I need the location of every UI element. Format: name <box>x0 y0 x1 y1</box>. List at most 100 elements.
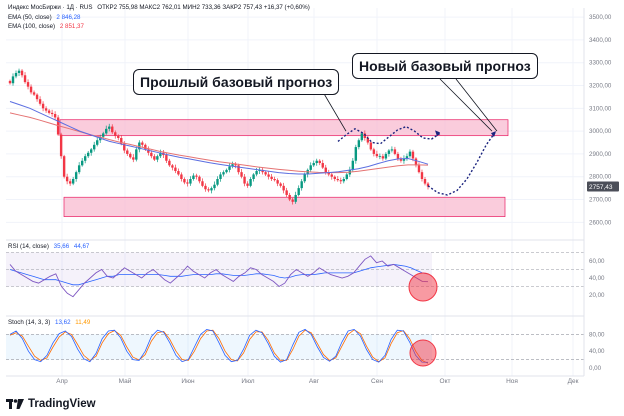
candle-body <box>168 160 171 166</box>
candle-body <box>378 156 382 157</box>
candle-body <box>186 182 189 184</box>
candle-body <box>318 160 321 164</box>
candle-body <box>41 103 45 109</box>
candle-body <box>65 176 69 182</box>
candle-body <box>303 174 306 182</box>
candle-body <box>279 183 282 186</box>
candle-body <box>264 172 267 175</box>
rsi-tick-label: 60,00 <box>589 258 605 265</box>
new-forecast-line <box>427 130 497 196</box>
rsi-oversold-marker <box>408 272 438 302</box>
past-forecast-arrowhead <box>435 130 440 137</box>
candle-body <box>357 140 361 148</box>
candle-body <box>135 149 138 160</box>
candle-body <box>216 179 219 185</box>
candle-body <box>339 180 342 182</box>
y-tick-label: 3500,00 <box>589 14 612 21</box>
candle-body <box>291 199 294 202</box>
candle-body <box>327 172 330 175</box>
candle-body <box>393 149 397 154</box>
header-legend: Индекс МосБиржи · 1Д · RUS ОТКР2 755,98 … <box>8 4 313 11</box>
candle-body <box>405 156 409 159</box>
candle-body <box>360 133 364 141</box>
candle-body <box>261 169 264 173</box>
candle-body <box>276 180 279 184</box>
candle-body <box>222 172 225 175</box>
candle-body <box>11 76 15 84</box>
candle-body <box>354 147 358 161</box>
candle-body <box>273 179 276 181</box>
y-tick-label: 3100,00 <box>589 105 612 112</box>
y-tick-label: 2700,00 <box>589 197 612 204</box>
rsi-line <box>9 255 429 298</box>
last-price-label: 2757,43 <box>589 184 613 191</box>
candle-body <box>120 137 123 144</box>
candle-body <box>210 188 213 191</box>
candle-body <box>8 80 12 84</box>
past-callout-arrow <box>322 91 347 132</box>
rsi-legend: RSI (14, close) 35,66 44,67 <box>8 243 92 250</box>
candle-body <box>144 144 147 150</box>
candle-body <box>59 134 63 157</box>
tradingview-icon <box>6 399 24 409</box>
candle-body <box>17 70 21 73</box>
candle-body <box>309 165 312 170</box>
ema50-line <box>9 101 429 175</box>
zones <box>59 119 509 217</box>
candle-body <box>201 181 204 186</box>
candle-body <box>282 185 285 191</box>
candle-body <box>414 158 418 166</box>
candle-body <box>71 179 75 184</box>
candle-body <box>345 174 349 179</box>
candle-body <box>171 165 174 168</box>
x-tick-label: Ноя <box>506 378 518 385</box>
y-tick-label: 3200,00 <box>589 83 612 90</box>
x-tick-label: Июн <box>181 378 195 385</box>
candle-body <box>426 183 430 187</box>
x-tick-label: Дек <box>568 378 579 385</box>
rsi-value: 35,66 <box>53 243 70 250</box>
candle-body <box>108 126 111 129</box>
candle-body <box>225 169 228 173</box>
stoch-d-value: 11,49 <box>75 319 91 326</box>
candle-body <box>20 70 24 76</box>
candle-body <box>83 156 87 161</box>
candle-body <box>228 166 231 170</box>
ema50-label: EMA (50, close) <box>8 14 52 21</box>
candle-body <box>417 165 421 173</box>
candle-body <box>123 143 126 151</box>
candle-body <box>44 108 48 111</box>
candle-body <box>47 110 51 113</box>
candle-body <box>231 164 234 167</box>
candle-body <box>180 174 183 179</box>
candle-body <box>132 157 135 160</box>
y-tick-label: 3300,00 <box>589 60 612 67</box>
stoch-oversold-marker <box>409 339 437 367</box>
x-tick-label: Окт <box>440 378 451 385</box>
candle-body <box>156 156 159 160</box>
candle-body <box>297 188 300 195</box>
new-callout-arrow-b <box>455 78 498 132</box>
candle-body <box>14 72 18 77</box>
candle-body <box>89 149 93 153</box>
candle-body <box>86 152 90 157</box>
candle-body <box>29 86 33 93</box>
candle-body <box>219 174 222 179</box>
candle-body <box>165 155 168 161</box>
candle-body <box>126 150 129 154</box>
candle-body <box>138 142 141 150</box>
candle-body <box>234 164 237 166</box>
candle-body <box>300 181 303 189</box>
candle-body <box>32 92 36 95</box>
candle-body <box>330 174 333 177</box>
x-tick-label: Авг <box>309 378 320 385</box>
candle-body <box>402 158 406 161</box>
stoch-label: Stoch (14, 3, 3) <box>8 319 51 326</box>
candle-body <box>150 152 153 157</box>
stoch-tick-label: 80,00 <box>589 331 605 338</box>
candle-body <box>243 176 246 184</box>
candle-body <box>153 156 156 160</box>
rsi-signal-line <box>9 263 429 286</box>
y-tick-label: 2800,00 <box>589 174 612 181</box>
candle-body <box>324 167 327 173</box>
